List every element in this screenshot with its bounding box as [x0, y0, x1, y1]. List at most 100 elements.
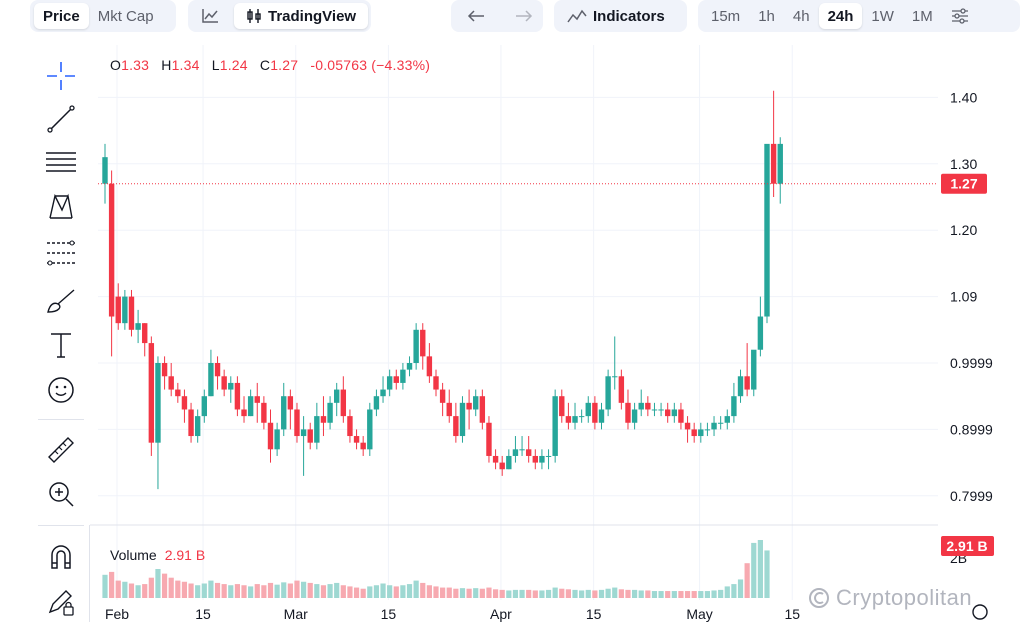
- redo-button[interactable]: [503, 3, 551, 29]
- tab-price[interactable]: Price: [34, 3, 89, 29]
- zoom-in-tool[interactable]: [44, 477, 78, 511]
- volume-bar: [479, 588, 485, 598]
- low-value: 1.24: [219, 57, 248, 73]
- x-tick-label: May: [686, 606, 712, 622]
- top-bar: Price Mkt Cap TradingView Indicators 15m…: [0, 0, 1022, 38]
- tradingview-button[interactable]: TradingView: [234, 3, 369, 29]
- low-key: L: [211, 57, 220, 73]
- candle-body: [228, 382, 234, 390]
- candle-body: [751, 349, 757, 390]
- candle-body: [300, 429, 307, 437]
- interval-tabs: 15m 1h 4h 24h 1W 1M: [698, 0, 1020, 32]
- candle-body: [135, 323, 141, 330]
- volume-bar: [175, 580, 181, 598]
- volume-bar: [572, 589, 578, 598]
- candle-body: [274, 429, 280, 450]
- volume-bar: [492, 589, 499, 598]
- pattern-tool[interactable]: [44, 190, 78, 224]
- tab-mkt-cap[interactable]: Mkt Cap: [97, 7, 154, 25]
- chart-settings-button[interactable]: [942, 3, 984, 29]
- candle-body: [492, 455, 499, 463]
- candle-body: [433, 376, 439, 390]
- candle-body: [691, 429, 697, 437]
- fib-levels-tool[interactable]: [44, 236, 78, 270]
- indicators-label: Indicators: [593, 7, 665, 25]
- horizontal-lines-icon: [46, 152, 76, 172]
- text-icon: [51, 333, 71, 358]
- line-chart-button[interactable]: [192, 3, 234, 29]
- volume-bar: [632, 589, 638, 598]
- volume-bar: [426, 585, 432, 598]
- volume-value: 2.91 B: [164, 547, 206, 563]
- interval-24h[interactable]: 24h: [818, 3, 863, 29]
- candle-body: [161, 363, 168, 377]
- interval-15m[interactable]: 15m: [711, 7, 741, 25]
- candle-body: [201, 396, 207, 417]
- last-price-tag: [941, 173, 987, 194]
- close-key: C: [259, 57, 271, 73]
- volume-bar: [698, 591, 704, 598]
- candle-body: [684, 422, 691, 430]
- volume-bar: [691, 591, 697, 598]
- volume-bar: [334, 582, 340, 598]
- toolbar-divider: [38, 419, 84, 420]
- volume-bar: [360, 588, 366, 598]
- watermark-logo-icon: [809, 588, 829, 608]
- candle-body: [214, 363, 221, 377]
- candle-body: [605, 376, 611, 410]
- volume-bar: [214, 582, 221, 598]
- interval-1h[interactable]: 1h: [758, 7, 775, 25]
- volume-bar: [605, 588, 611, 598]
- candle-body: [724, 416, 730, 423]
- interval-1m[interactable]: 1M: [911, 7, 933, 25]
- candle-body: [572, 416, 578, 423]
- candle-body: [770, 143, 777, 184]
- volume-bar: [413, 580, 419, 598]
- candle-body: [347, 416, 353, 437]
- lock-drawings-tool[interactable]: [44, 585, 78, 619]
- volume-bar: [651, 591, 658, 598]
- text-tool[interactable]: [44, 328, 78, 362]
- volume-bar: [400, 585, 406, 598]
- line-chart-icon: [202, 9, 218, 23]
- candle-body: [208, 363, 214, 397]
- crosshair-tool[interactable]: [44, 59, 78, 93]
- open-key: O: [110, 57, 122, 73]
- candle-body: [373, 396, 380, 410]
- candle-body: [698, 429, 704, 437]
- nav-buttons: [451, 0, 543, 32]
- volume-bar: [724, 586, 730, 598]
- volume-bar: [473, 588, 479, 598]
- candle-body: [367, 409, 373, 450]
- candle-body: [294, 409, 300, 437]
- y-tick-label: 1.30: [950, 156, 977, 172]
- volume-bar: [711, 590, 717, 598]
- volume-bar: [671, 591, 677, 598]
- tradingview-label: TradingView: [268, 7, 357, 25]
- volume-bar: [367, 586, 373, 598]
- magnet-tool[interactable]: [44, 540, 78, 574]
- interval-4h[interactable]: 4h: [792, 7, 810, 25]
- indicators-button[interactable]: Indicators: [558, 3, 674, 29]
- interval-1w[interactable]: 1W: [871, 7, 894, 25]
- volume-bar: [406, 584, 413, 598]
- trend-line-tool[interactable]: [44, 102, 78, 136]
- volume-bar: [585, 589, 591, 598]
- volume-bar: [102, 574, 108, 598]
- volume-bar: [440, 587, 446, 598]
- sliders-icon: [951, 8, 968, 24]
- x-tick-label: Mar: [284, 606, 308, 622]
- volume-bar: [645, 590, 651, 598]
- candle-body: [102, 157, 108, 184]
- ruler-tool[interactable]: [44, 433, 78, 467]
- undo-button[interactable]: [455, 3, 503, 29]
- candle-body: [453, 416, 459, 437]
- volume-bar: [221, 584, 227, 598]
- horizontal-lines-tool[interactable]: [44, 146, 78, 180]
- emoji-tool[interactable]: [44, 373, 78, 407]
- volume-bar: [704, 591, 711, 598]
- brush-tool[interactable]: [44, 284, 78, 318]
- volume-bar: [181, 581, 188, 598]
- volume-bar: [393, 586, 399, 598]
